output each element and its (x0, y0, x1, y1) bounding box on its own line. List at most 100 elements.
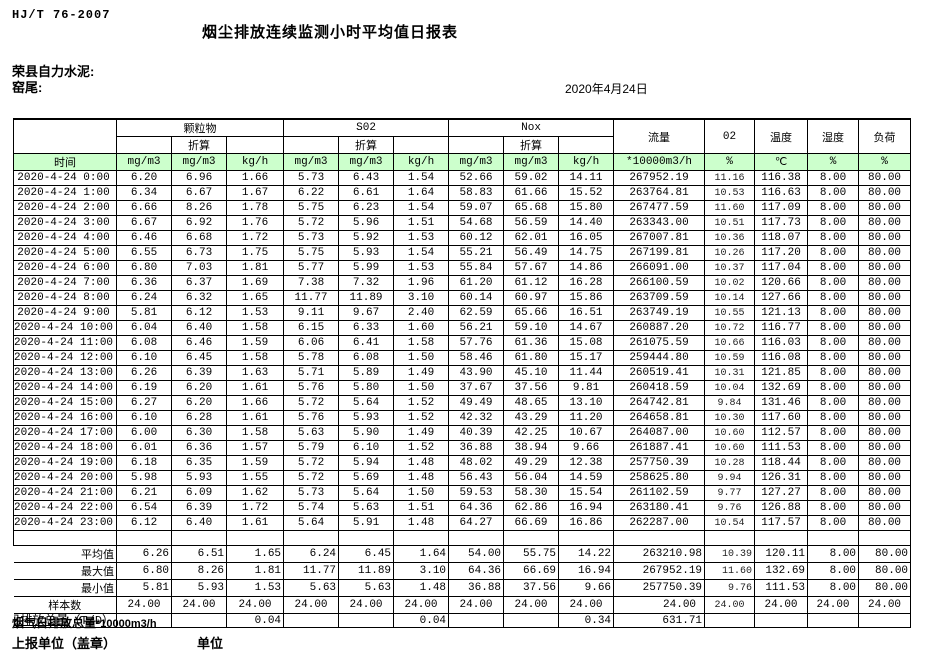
data-cell: 10.72 (704, 320, 756, 336)
summary-cell: 24.00 (283, 596, 340, 614)
table-row: 2020-4-24 12:00 6.10 6.45 1.58 5.78 6.08 1.50 5… (12, 350, 912, 366)
data-cell: 258625.80 (613, 470, 706, 486)
data-cell: 15.80 (558, 200, 615, 216)
data-cell: 116.38 (754, 170, 809, 186)
data-cell: 1.96 (393, 275, 450, 291)
subheader-empty (448, 136, 505, 154)
data-cell: 5.71 (283, 365, 340, 381)
unit-header-4: mg/m3 (338, 153, 395, 171)
data-cell: 5.94 (338, 455, 395, 471)
data-cell: 266100.59 (613, 275, 706, 291)
data-cell: 6.20 (171, 395, 228, 411)
data-cell: 62.01 (503, 230, 560, 246)
summary-cell: 257750.39 (613, 579, 706, 597)
data-cell: 131.46 (754, 395, 809, 411)
daily-total-cell (503, 613, 560, 628)
data-cell: 117.04 (754, 260, 809, 276)
data-cell: 55.21 (448, 245, 505, 261)
data-cell: 8.00 (807, 500, 860, 516)
data-cell: 16.05 (558, 230, 615, 246)
time-cell: 2020-4-24 11:00 (12, 335, 118, 351)
daily-total-cell (283, 613, 340, 628)
data-cell: 43.29 (503, 410, 560, 426)
data-cell: 6.67 (171, 185, 228, 201)
table-row: 2020-4-24 17:00 6.00 6.30 1.58 5.63 5.90 1.49 4… (12, 425, 912, 441)
data-cell: 80.00 (858, 290, 912, 306)
data-cell: 9.66 (558, 440, 615, 456)
data-cell: 267477.59 (613, 200, 706, 216)
data-cell: 6.08 (116, 335, 173, 351)
data-cell: 5.81 (116, 305, 173, 321)
data-cell: 5.79 (283, 440, 340, 456)
data-cell: 6.15 (283, 320, 340, 336)
time-cell: 2020-4-24 18:00 (12, 440, 118, 456)
summary-cell: 24.00 (558, 596, 615, 614)
data-cell: 49.49 (448, 395, 505, 411)
daily-total-cell (858, 613, 912, 628)
data-cell: 267199.81 (613, 245, 706, 261)
data-cell: 80.00 (858, 365, 912, 381)
data-cell: 6.68 (171, 230, 228, 246)
data-cell: 8.00 (807, 395, 860, 411)
data-cell: 6.32 (171, 290, 228, 306)
data-cell: 5.89 (338, 365, 395, 381)
data-cell: 80.00 (858, 245, 912, 261)
data-cell: 15.17 (558, 350, 615, 366)
data-cell: 80.00 (858, 200, 912, 216)
data-cell: 10.28 (704, 455, 756, 471)
data-cell: 14.11 (558, 170, 615, 186)
data-cell: 40.39 (448, 425, 505, 441)
data-cell: 1.64 (393, 185, 450, 201)
data-cell: 5.73 (283, 170, 340, 186)
data-cell: 80.00 (858, 410, 912, 426)
data-cell: 8.00 (807, 470, 860, 486)
subheader-empty (116, 136, 173, 154)
blank-cell (12, 530, 118, 546)
data-cell: 6.46 (171, 335, 228, 351)
data-cell: 10.36 (704, 230, 756, 246)
unit-label: 单位 (197, 636, 224, 651)
data-cell: 1.59 (226, 335, 285, 351)
data-cell: 5.63 (283, 425, 340, 441)
data-cell: 6.61 (338, 185, 395, 201)
data-cell: 6.12 (116, 515, 173, 531)
summary-cell: 6.51 (171, 545, 228, 563)
data-cell: 6.04 (116, 320, 173, 336)
data-cell: 48.65 (503, 395, 560, 411)
summary-cell: 24.00 (858, 596, 912, 614)
data-cell: 1.49 (393, 365, 450, 381)
summary-cell: 8.26 (171, 562, 228, 580)
time-corner-cell (12, 118, 118, 154)
data-cell: 262287.00 (613, 515, 706, 531)
summary-cell: 66.69 (503, 562, 560, 580)
data-cell: 10.59 (704, 350, 756, 366)
time-cell: 2020-4-24 7:00 (12, 275, 118, 291)
data-cell: 6.46 (116, 230, 173, 246)
table-row: 2020-4-24 16:00 6.10 6.28 1.61 5.76 5.93 1.52 4… (12, 410, 912, 426)
data-cell: 127.27 (754, 485, 809, 501)
data-cell: 6.08 (338, 350, 395, 366)
data-cell: 10.51 (704, 215, 756, 231)
daily-total-cell (338, 613, 395, 628)
summary-cell: 36.88 (448, 579, 505, 597)
data-cell: 6.36 (116, 275, 173, 291)
summary-cell: 16.94 (558, 562, 615, 580)
subheader-empty (226, 136, 285, 154)
table-body: 2020-4-24 0:00 6.20 6.96 1.66 5.73 6.43 1.54 52… (12, 170, 912, 628)
subheader-empty (283, 136, 340, 154)
data-cell: 6.20 (171, 380, 228, 396)
data-cell: 1.78 (226, 200, 285, 216)
data-cell: 1.55 (226, 470, 285, 486)
summary-cell: 24.00 (116, 596, 173, 614)
data-cell: 263764.81 (613, 185, 706, 201)
table-row: 2020-4-24 21:00 6.21 6.09 1.62 5.73 5.64 1.50 5… (12, 485, 912, 501)
data-cell: 5.75 (283, 245, 340, 261)
summary-label: 最大值 (13, 562, 118, 580)
data-cell: 6.10 (116, 410, 173, 426)
data-cell: 10.55 (704, 305, 756, 321)
data-cell: 9.11 (283, 305, 340, 321)
unit-header-0: mg/m3 (116, 153, 173, 171)
data-cell: 64.36 (448, 500, 505, 516)
data-cell: 59.10 (503, 320, 560, 336)
data-cell: 11.20 (558, 410, 615, 426)
